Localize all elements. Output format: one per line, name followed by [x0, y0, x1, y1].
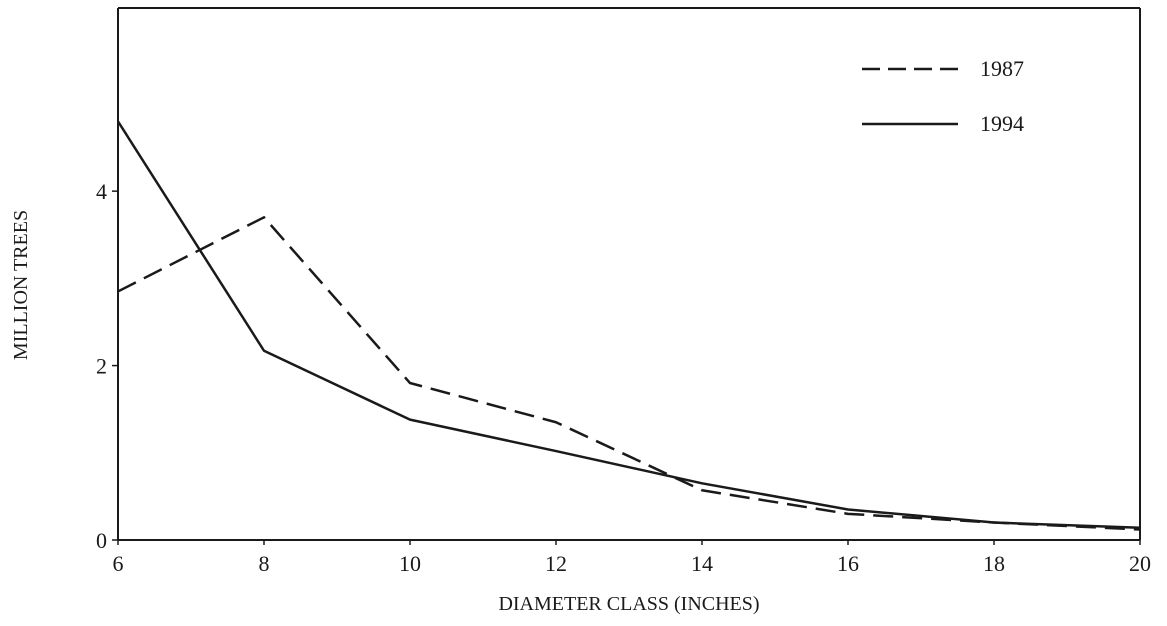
y-axis-ticks: 0 2 4: [96, 179, 118, 553]
legend: 1987 1994: [862, 56, 1024, 136]
x-tick-label: 10: [399, 551, 421, 576]
x-axis-title: DIAMETER CLASS (INCHES): [498, 593, 759, 615]
y-tick-label: 4: [96, 179, 107, 204]
x-tick-label: 20: [1129, 551, 1151, 576]
x-tick-label: 8: [259, 551, 270, 576]
series-line-1994: [116, 120, 1141, 530]
x-tick-label: 12: [545, 551, 567, 576]
y-tick-label: 0: [96, 528, 107, 553]
legend-label-1987: 1987: [980, 56, 1024, 81]
series-line-1987: [117, 216, 1141, 531]
legend-label-1994: 1994: [980, 111, 1024, 136]
y-axis-title: MILLION TREES: [10, 210, 32, 360]
x-tick-label: 16: [837, 551, 859, 576]
x-axis-ticks: 6 8 10 12 14 16 18 20: [113, 540, 1151, 576]
series-layer: [116, 120, 1141, 531]
y-tick-label: 2: [96, 354, 107, 379]
x-tick-label: 6: [113, 551, 124, 576]
x-tick-label: 18: [983, 551, 1005, 576]
x-tick-label: 14: [691, 551, 713, 576]
plot-frame: [117, 7, 1141, 541]
